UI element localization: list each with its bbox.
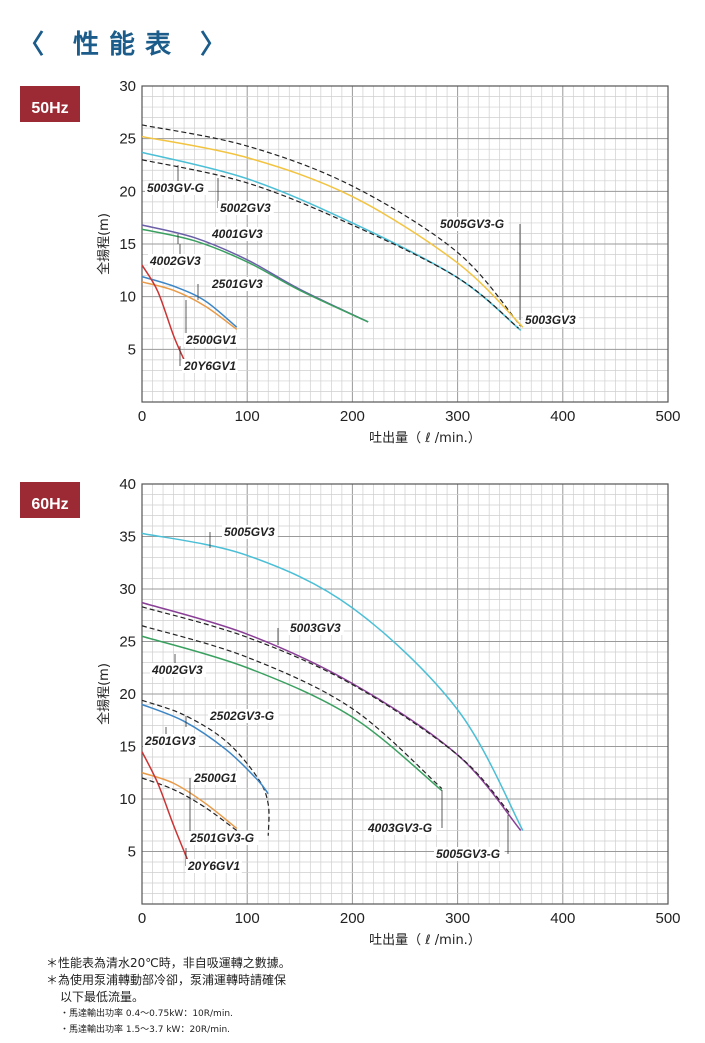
x-tick-label: 200 [340,910,365,927]
plot-frame [141,85,669,403]
curve-label-2501gv3-g: 2501GV3-G [189,831,254,845]
badge-60hz: 60Hz [20,482,80,518]
series-line-5005gv3-g [141,124,522,327]
y-tick-label: 15 [119,236,136,253]
curve-label-5003gv-g: 5003GV-G [147,181,204,195]
annotation-bg [434,847,505,861]
curve-label-2500g1: 2500G1 [193,771,237,785]
series-line-2501gv3 [141,703,269,795]
curve-label-4002gv3: 4002GV3 [151,663,203,677]
chart-50hz: 0 100 200 300 400 500 5 10 15 20 25 30 吐出量（ ℓ /min.）… [96,78,681,446]
series-line-5003gv-g [141,159,519,329]
x-tick-label: 300 [445,408,470,425]
curve-label-5005gv3: 5005GV3 [224,525,275,539]
annotation-bg [523,313,579,327]
y-tick-label: 35 [119,529,136,546]
note-2: ＊為使用泵浦轉動部冷卻，泵浦運轉時請確保 [46,973,287,987]
annotation-bg [192,771,241,785]
annotation-bg [186,859,242,873]
note-1: ＊性能表為清水20℃時，非自吸運轉之數據。 [46,956,291,970]
x-axis-label: 吐出量（ ℓ /min.） [369,431,481,446]
curve-label-20y6gv1: 20Y6GV1 [187,859,240,873]
x-tick-label: 100 [235,910,260,927]
curve-label-4002gv3: 4002GV3 [149,254,201,268]
series-line-2500gv1 [141,281,238,330]
annotation-bg [208,709,279,723]
x-tick-label: 100 [235,408,260,425]
curve-label-2500gv1: 2500GV1 [185,333,237,347]
curve-label-20y6gv1: 20Y6GV1 [183,359,236,373]
y-tick-label: 30 [119,78,136,95]
annotation-bg [150,663,206,677]
annotation-bg [288,621,344,635]
chart-60hz: 0 100 200 300 400 500 5 10 15 20 25 30 35 40 吐出量（ ℓ /m… [96,476,681,948]
series-line-4002gv3 [141,228,369,323]
y-tick-label: 25 [119,634,136,651]
x-axis-label: 吐出量（ ℓ /min.） [369,933,481,948]
annotation-bg [182,359,238,373]
curve-label-4001gv3: 4001GV3 [211,227,263,241]
y-tick-label: 5 [128,844,136,861]
y-tick-label: 20 [119,686,136,703]
y-tick-label: 10 [119,791,136,808]
y-tick-label: 15 [119,739,136,756]
series-line-2500g1 [141,772,238,829]
note-4: ・馬達輸出功率 0.4～0.75kW：10R/min. [60,1009,233,1019]
annotation-bg [184,333,240,347]
note-5: ・馬達輸出功率 1.5～3.7 kW：20R/min. [60,1025,231,1035]
annotation-bg [218,201,274,215]
curve-label-5005gv3-g: 5005GV3-G [436,847,500,861]
y-tick-label: 20 [119,183,136,200]
curve-label-5003gv3: 5003GV3 [525,313,576,327]
grid [141,483,669,905]
badge-50hz: 50Hz [20,86,80,122]
annotation-bg [148,254,204,268]
y-axis-label: 全揚程(m) [96,663,112,725]
series-line-5003gv3 [141,601,522,831]
curve-label-2501gv3: 2501GV3 [211,277,263,291]
curve-label-5005gv3-g: 5005GV3-G [440,217,504,231]
curve-label-5003gv3: 5003GV3 [290,621,341,635]
x-tick-label: 500 [655,910,680,927]
series-line-20y6gv1 [141,751,191,865]
series-line-4002gv3 [141,635,443,792]
page-title: 〈 性能表 〉 [18,30,237,60]
series-line-5003gv3 [141,135,524,328]
y-tick-label: 5 [128,341,136,358]
notes: ＊性能表為清水20℃時，非自吸運轉之數據。 ＊為使用泵浦轉動部冷卻，泵浦運轉時請… [46,955,291,1038]
series-line-5005gv3-g [141,606,511,815]
series-line-2502gv3-g [141,699,270,836]
plot-frame [141,483,669,905]
annotation-bg [366,821,437,835]
x-tick-label: 0 [138,408,146,425]
series-line-2501gv3 [141,275,238,328]
series-line-4003gv3-g [141,625,443,789]
y-tick-label: 30 [119,581,136,598]
annotation-bg [222,525,278,539]
curve-label-4003gv3-g: 4003GV3-G [367,821,432,835]
curve-label-2501gv3: 2501GV3 [144,734,196,748]
annotation-bg [210,227,266,241]
x-tick-label: 300 [445,910,470,927]
series-line-5005gv3 [141,532,524,831]
y-tick-label: 25 [119,131,136,148]
curve-label-5002gv3: 5002GV3 [220,201,271,215]
x-tick-label: 0 [138,910,146,927]
annotation-bg [210,277,266,291]
y-tick-label: 10 [119,289,136,306]
annotation-bg [143,734,199,748]
annotation-bg [438,217,509,231]
x-tick-label: 200 [340,408,365,425]
x-tick-label: 400 [550,408,575,425]
x-tick-label: 400 [550,910,575,927]
y-axis-label: 全揚程(m) [96,213,112,275]
annotation-bg [188,831,259,845]
series-line-2501gv3-g [141,777,238,831]
curve-label-2502gv3-g: 2502GV3-G [209,709,274,723]
note-3: 以下最低流量。 [60,990,145,1004]
y-tick-label: 40 [119,476,136,493]
annotation-bg [145,181,209,195]
x-tick-label: 500 [655,408,680,425]
